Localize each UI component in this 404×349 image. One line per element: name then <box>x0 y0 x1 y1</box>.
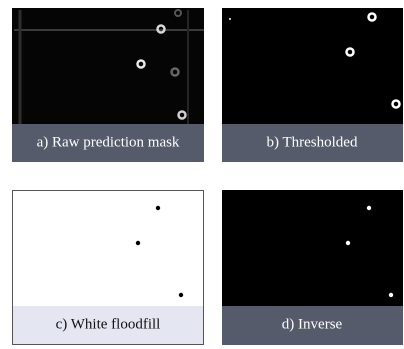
panel-inverse: d) Inverse <box>222 190 403 345</box>
dot <box>389 293 393 297</box>
caption: a) Raw prediction mask <box>37 134 180 150</box>
panel-raw: a) Raw prediction mask <box>12 8 204 162</box>
figure: a) Raw prediction mask b) Thresholded c)… <box>0 0 404 349</box>
dot <box>156 206 160 210</box>
panel-thresholded: b) Thresholded <box>222 8 403 162</box>
caption: d) Inverse <box>282 316 343 332</box>
dot <box>136 241 140 245</box>
caption: b) Thresholded <box>267 134 358 150</box>
dot <box>367 206 371 210</box>
caption: c) White floodfill <box>56 316 161 332</box>
panel-floodfill: c) White floodfill <box>13 191 204 345</box>
dot <box>179 293 183 297</box>
dot <box>346 241 350 245</box>
speck <box>229 18 231 20</box>
